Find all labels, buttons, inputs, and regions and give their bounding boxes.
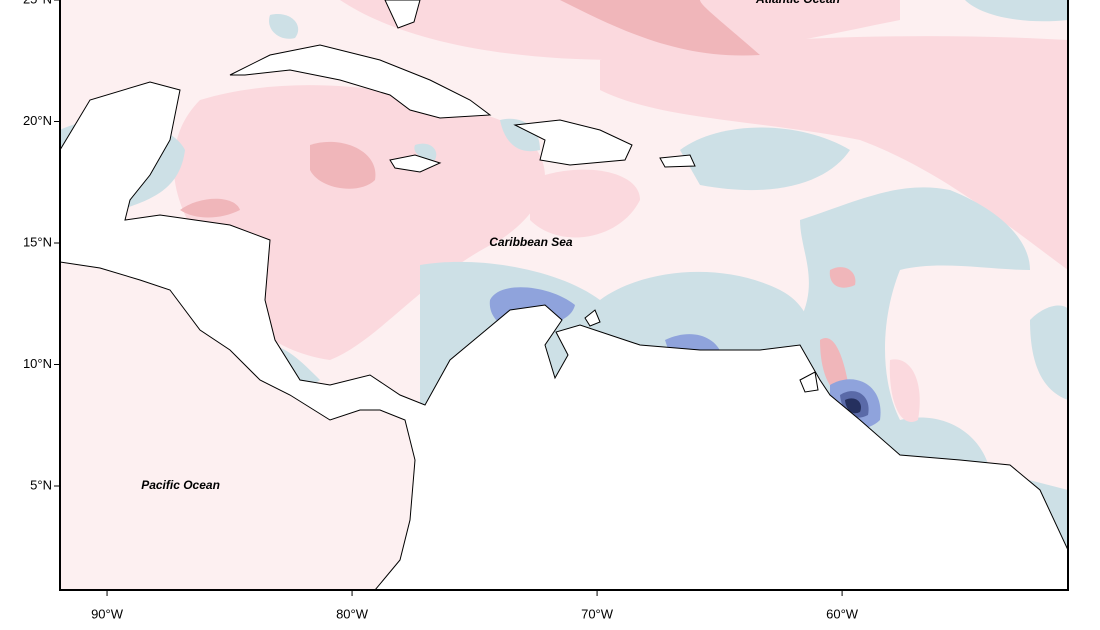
- x-tick-label: 60°W: [826, 606, 859, 621]
- land: [60, 0, 1068, 590]
- map-frame: [59, 0, 1069, 591]
- y-tick-label: 10°N: [23, 356, 52, 371]
- y-tick-label: 15°N: [23, 234, 52, 249]
- x-tick-label: 70°W: [581, 606, 614, 621]
- map-area: Atlantic Ocean Caribbean Sea Pacific Ocean: [60, 0, 1068, 590]
- ocean-label: Caribbean Sea: [489, 235, 573, 249]
- ocean-labels: Atlantic Ocean Caribbean Sea Pacific Ocean: [141, 0, 840, 492]
- x-tick-label: 90°W: [91, 606, 124, 621]
- y-tick-label: 25°N: [23, 0, 52, 6]
- y-tick-label: 20°N: [23, 113, 52, 128]
- axes: 90°W 80°W 70°W 60°W 25°N 20°N 15°N 10°N 5°N: [23, 0, 859, 621]
- y-tick-label: 5°N: [30, 477, 52, 492]
- x-tick-label: 80°W: [336, 606, 369, 621]
- ocean-label: Atlantic Ocean: [755, 0, 840, 6]
- ocean-label: Pacific Ocean: [141, 478, 220, 492]
